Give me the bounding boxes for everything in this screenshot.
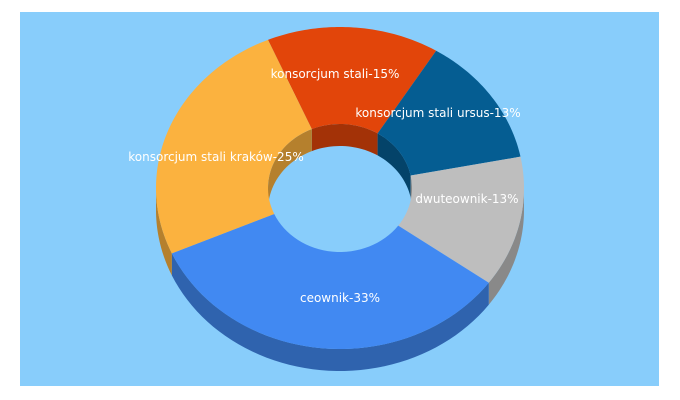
slice-label-3: ceownik-33%	[300, 291, 380, 305]
slice-wall-outer-2	[488, 188, 524, 305]
slice-label-0: konsorcjum stali-15%	[271, 67, 400, 81]
slice-1[interactable]	[377, 50, 521, 176]
slice-wall-outer-3	[171, 253, 489, 371]
slice-4[interactable]	[156, 39, 312, 254]
slice-wall-inner-4-0	[268, 129, 312, 210]
slice-2[interactable]	[398, 156, 524, 283]
slice-0[interactable]	[267, 27, 437, 134]
donut-side-walls	[156, 124, 524, 371]
donut-top-faces	[156, 27, 524, 349]
slice-wall-inner-1-1	[377, 133, 411, 198]
slice-3[interactable]	[171, 213, 489, 349]
slice-label-1: konsorcjum stali ursus-13%	[355, 106, 520, 120]
slice-label-2: dwuteownik-13%	[415, 192, 518, 206]
slice-wall-outer-4	[156, 188, 172, 276]
slice-label-4: konsorcjum stali kraków-25%	[128, 150, 303, 164]
donut-labels: konsorcjum stali-15% konsorcjum stali urs…	[128, 67, 520, 305]
slice-wall-inner-0-1	[311, 124, 378, 156]
